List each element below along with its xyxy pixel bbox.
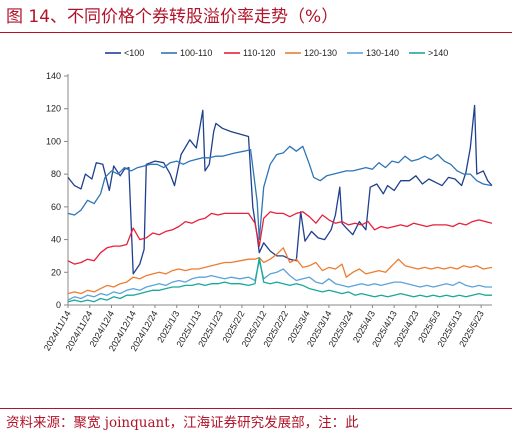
- y-tick-label: 20: [51, 267, 61, 277]
- figure-title: 图 14、不同价格个券转股溢价率走势（%）: [6, 7, 339, 27]
- y-tick-label: 80: [51, 169, 61, 179]
- y-tick-label: 120: [46, 104, 61, 114]
- y-tick-label: 40: [51, 235, 61, 245]
- x-axis: 2024/11/142024/11/242024/12/42024/12/142…: [42, 304, 492, 353]
- y-tick-label: 100: [46, 136, 61, 146]
- legend-label: 100-110: [180, 48, 212, 58]
- y-tick-label: 0: [56, 300, 61, 310]
- legend-label: <100: [124, 48, 144, 58]
- y-tick-label: 140: [46, 71, 61, 81]
- source-divider: [0, 408, 512, 409]
- chart-legend: <100 100-110 110-120 120-130 130-140 >140: [105, 48, 448, 58]
- series-line: [67, 145, 493, 241]
- series-line: [67, 260, 492, 301]
- series-line: [67, 211, 493, 265]
- legend-label: 110-120: [243, 48, 275, 58]
- legend-label: >140: [428, 48, 448, 58]
- plot-lines: [67, 104, 493, 303]
- title-divider: [0, 32, 512, 33]
- y-axis: 0 20 40 60 80 100 120 140: [46, 71, 69, 310]
- source-note: 资料来源：聚宽 joinquant，江海证券研究发展部，注：此: [6, 415, 359, 431]
- legend-label: 120-130: [304, 48, 337, 58]
- series-line: [67, 104, 493, 275]
- y-tick-label: 60: [51, 202, 61, 212]
- legend-label: 130-140: [366, 48, 399, 58]
- series-line: [67, 247, 493, 295]
- series-line: [67, 256, 492, 303]
